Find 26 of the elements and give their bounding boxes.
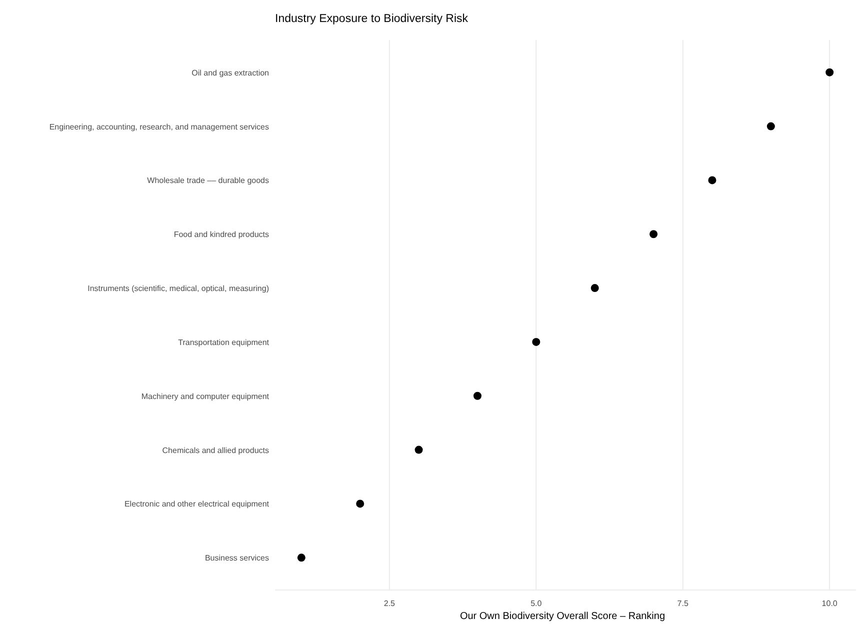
point <box>650 230 658 238</box>
y-tick-label: Chemicals and allied products <box>162 446 269 455</box>
y-tick-label: Engineering, accounting, research, and management services <box>49 122 269 132</box>
x-tick-label: 2.5 <box>384 599 396 608</box>
point <box>766 122 775 130</box>
point <box>473 392 482 400</box>
point <box>297 554 306 562</box>
point <box>708 176 716 184</box>
y-tick-label: Machinery and computer equipment <box>141 392 270 401</box>
point <box>414 446 423 454</box>
y-tick-label: Transportation equipment <box>178 338 270 347</box>
chart-title: Industry Exposure to Biodiversity Risk <box>275 13 468 25</box>
y-tick-label: Food and kindred products <box>174 230 269 240</box>
y-tick-label: Oil and gas extraction <box>192 68 269 78</box>
y-tick-label: Business services <box>204 554 269 563</box>
x-tick-label: 10.0 <box>822 599 838 608</box>
y-tick-label: Instruments (scientific, medical, optical, measuring) <box>88 284 270 294</box>
x-axis-title: Our Own Biodiversity Overall Score – Ranking <box>460 611 666 622</box>
x-tick-label: 5.0 <box>530 599 542 608</box>
x-tick-label: 7.5 <box>677 599 689 608</box>
point <box>356 500 364 508</box>
y-tick-label: Wholesale trade –– durable goods <box>147 176 269 186</box>
y-tick-label: Electronic and other electrical equipment <box>124 500 270 509</box>
point <box>590 284 599 292</box>
point <box>826 68 834 76</box>
point <box>532 338 540 346</box>
